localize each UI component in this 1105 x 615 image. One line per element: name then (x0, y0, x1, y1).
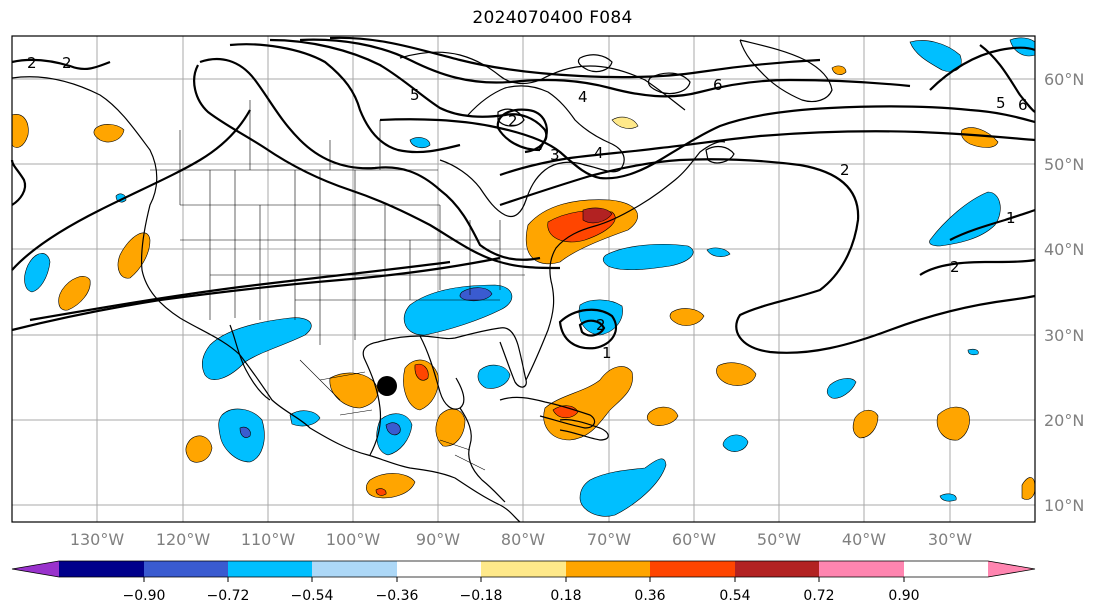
colorbar: −0.90 −0.72 −0.54 −0.36 −0.18 0.18 0.36 … (11, 560, 1036, 604)
lon-tick-label: 30°W (928, 530, 972, 549)
contour-label: 2 (596, 316, 606, 334)
lat-tick-label: 20°N (1044, 411, 1084, 430)
lon-tick-label: 50°W (757, 530, 801, 549)
lat-tick-label: 10°N (1044, 496, 1084, 515)
coastlines (11, 39, 833, 523)
colorbar-segment (59, 561, 144, 577)
latitude-labels: 10°N 20°N 30°N 40°N 50°N 60°N (1044, 70, 1084, 515)
colorbar-segment (397, 561, 481, 577)
colorbar-segment (735, 561, 819, 577)
contour-label: 4 (578, 88, 588, 106)
contour-label: 6 (1018, 96, 1028, 114)
lon-tick-label: 70°W (587, 530, 631, 549)
colorbar-tick-label: 0.72 (803, 588, 834, 604)
contour-label: 2 (27, 54, 37, 72)
contour-label: 5 (410, 86, 420, 104)
mexico-borders (299, 359, 486, 471)
colorbar-tick-label: −0.18 (460, 588, 503, 604)
colorbar-segment (904, 561, 988, 577)
colorbar-segment (566, 561, 650, 577)
colorbar-tick-label: 0.54 (719, 588, 750, 604)
lon-tick-label: 80°W (501, 530, 545, 549)
lon-tick-label: 90°W (416, 530, 460, 549)
positive-anomaly-shading (11, 65, 1036, 500)
colorbar-extend-high (988, 561, 1035, 577)
contour-label: 2 (62, 54, 72, 72)
contour-label: 2 (508, 112, 518, 130)
colorbar-tick-label: −0.54 (291, 588, 334, 604)
colorbar-segment (144, 561, 228, 577)
state-borders (150, 100, 525, 345)
contour-label: 3 (550, 146, 560, 164)
lon-tick-label: 100°W (326, 530, 381, 549)
longitude-labels: 130°W 120°W 110°W 100°W 90°W 80°W 70°W 6… (70, 530, 972, 549)
colorbar-segment (481, 561, 566, 577)
lon-tick-label: 60°W (672, 530, 716, 549)
colorbar-tick-label: 0.90 (888, 588, 919, 604)
lat-tick-label: 60°N (1044, 70, 1084, 89)
colorbar-tick-label: 0.18 (550, 588, 581, 604)
lat-tick-label: 30°N (1044, 326, 1084, 345)
contour-label: 1 (602, 344, 612, 362)
contour-label: 2 (950, 258, 960, 276)
lat-tick-label: 40°N (1044, 240, 1084, 259)
contour-label: 5 (996, 94, 1006, 112)
colorbar-segment (650, 561, 735, 577)
contour-label: 2 (840, 161, 850, 179)
colorbar-segment (312, 561, 397, 577)
lat-tick-label: 50°N (1044, 155, 1084, 174)
map-title: 2024070400 F084 (472, 8, 633, 28)
contour-lines (10, 36, 1036, 354)
colorbar-segment (228, 561, 312, 577)
lon-tick-label: 40°W (842, 530, 886, 549)
colorbar-extend-low (12, 561, 59, 577)
negative-anomaly-shading (24, 37, 1036, 517)
lon-tick-label: 120°W (156, 530, 211, 549)
colorbar-tick-label: −0.90 (123, 588, 166, 604)
lon-tick-label: 110°W (241, 530, 296, 549)
gridlines (12, 36, 1035, 522)
location-marker (377, 376, 397, 396)
contour-label: 6 (713, 76, 723, 94)
contour-label: 4 (594, 144, 604, 162)
colorbar-tick-label: 0.36 (634, 588, 665, 604)
lon-tick-label: 130°W (70, 530, 125, 549)
colorbar-tick-label: −0.36 (376, 588, 419, 604)
contour-label: 1 (1006, 209, 1016, 227)
colorbar-tick-label: −0.72 (207, 588, 250, 604)
colorbar-segment (819, 561, 904, 577)
contour-labels: 2 2 6 5 4 2 3 4 2 1 2 1 2 5 6 (27, 54, 1028, 362)
map-frame (11, 35, 1036, 523)
